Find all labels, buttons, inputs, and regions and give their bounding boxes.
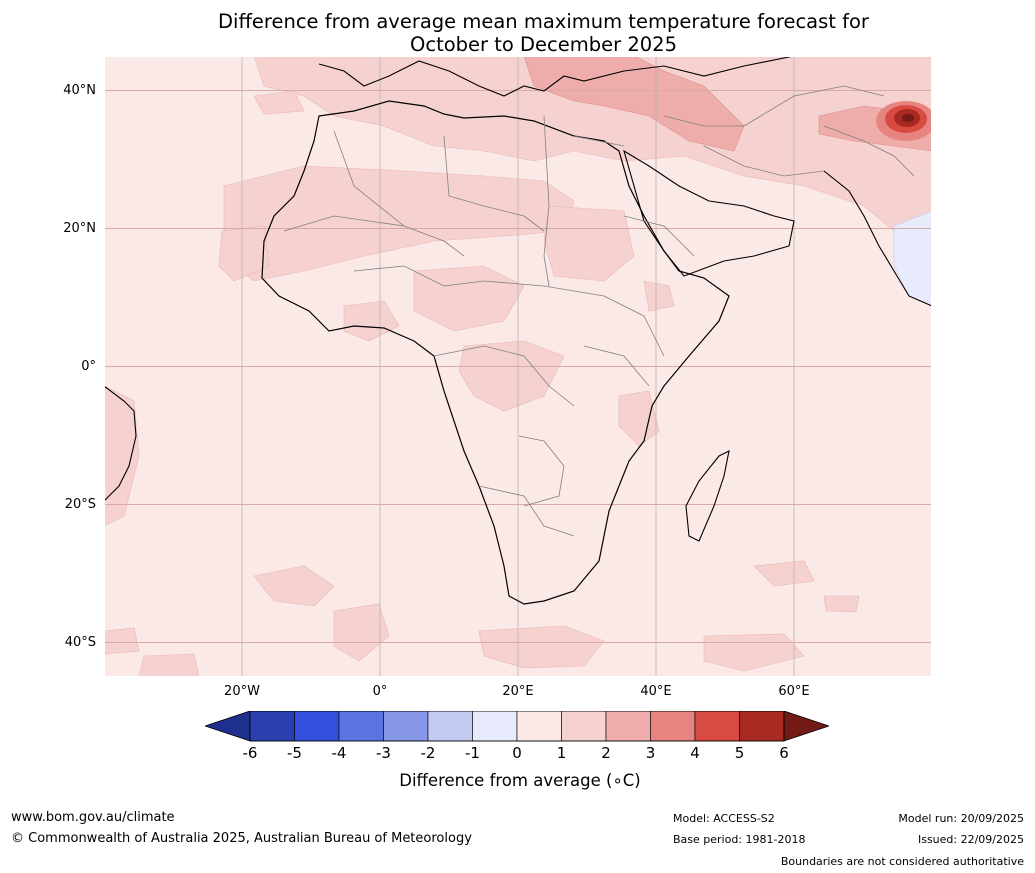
footer-copyright: © Commonwealth of Australia 2025, Austra… xyxy=(11,831,472,846)
colorbar-cell xyxy=(516,710,562,742)
country-borders xyxy=(283,85,915,537)
colorbar-tick-label: -4 xyxy=(331,744,347,762)
colorbar-tick-label: 1 xyxy=(556,744,567,762)
colorbar-outline xyxy=(249,710,785,742)
footer-disclaimer: Boundaries are not considered authoritat… xyxy=(780,855,1024,868)
footer-website: www.bom.gov.au/climate xyxy=(11,810,175,825)
lat-label-0: 0° xyxy=(81,359,96,374)
map-border xyxy=(104,56,932,677)
title-line-2: October to December 2025 xyxy=(410,33,677,56)
forecast-map xyxy=(104,56,932,677)
colorbar-cell xyxy=(294,710,340,742)
footer-model-run: Model run: 20/09/2025 xyxy=(898,812,1024,825)
title-line-1: Difference from average mean maximum tem… xyxy=(218,10,869,33)
colorbar-cell xyxy=(650,710,696,742)
hotspot-central-asia xyxy=(876,101,932,141)
colorbar-cell xyxy=(605,710,651,742)
colorbar-tick-label: -5 xyxy=(287,744,302,762)
colorbar-tick-label: 2 xyxy=(601,744,611,762)
colorbar-cell xyxy=(338,710,384,742)
colorbar-cells xyxy=(249,710,785,742)
europe-coastline xyxy=(318,56,795,97)
colorbar-title: Difference from average (∘C) xyxy=(399,771,641,790)
colorbar-tick-label: 6 xyxy=(779,744,789,762)
lon-label-20w: 20°W xyxy=(224,684,260,699)
lon-label-0: 0° xyxy=(372,684,388,699)
colorbar-cell xyxy=(694,710,740,742)
india-coastline xyxy=(823,170,932,307)
colorbar-tick-label: -3 xyxy=(376,744,391,762)
colorbar-cell xyxy=(427,710,473,742)
lat-label-40s: 40°S xyxy=(64,635,96,650)
arabia-outline xyxy=(623,149,795,277)
lon-label-40e: 40°E xyxy=(640,684,672,699)
colorbar-tick-label: 5 xyxy=(734,744,745,762)
colorbar-tick-label: 4 xyxy=(690,744,700,762)
footer-issued: Issued: 22/09/2025 xyxy=(917,833,1024,846)
lon-label-60e: 60°E xyxy=(778,684,810,699)
footer-model: Model: ACCESS-S2 xyxy=(673,812,775,825)
colorbar-cell xyxy=(383,710,429,742)
colorbar-tick-label: -2 xyxy=(420,744,436,762)
colorbar-cell xyxy=(472,710,518,742)
colorbar-tick-label: -1 xyxy=(465,744,480,762)
colorbar-arrow-low xyxy=(203,710,251,742)
colorbar-cell xyxy=(739,710,785,742)
colorbar-cell xyxy=(249,710,295,742)
lon-label-20e: 20°E xyxy=(502,684,534,699)
colorbar-tick-label: -6 xyxy=(242,744,258,762)
map-title: Difference from average mean maximum tem… xyxy=(0,10,1035,56)
footer-base-period: Base period: 1981-2018 xyxy=(673,833,806,846)
map-canvas xyxy=(104,56,932,677)
madagascar-outline xyxy=(685,450,730,542)
lat-label-40n: 40°N xyxy=(63,83,96,98)
south-america-coastline xyxy=(104,385,137,502)
colorbar-cell xyxy=(561,710,607,742)
lat-label-20s: 20°S xyxy=(64,497,96,512)
colorbar-arrow-high xyxy=(783,710,831,742)
colorbar-tick-label: 0 xyxy=(512,744,522,762)
longitude-gridlines xyxy=(241,56,795,677)
colorbar xyxy=(203,710,831,747)
lat-label-20n: 20°N xyxy=(63,221,96,236)
colorbar-tick-label: 3 xyxy=(645,744,656,762)
colorbar-svg xyxy=(203,710,831,742)
